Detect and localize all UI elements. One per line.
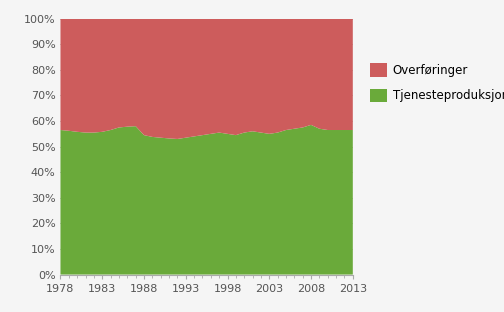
Legend: Overføringer, Tjenesteproduksjon: Overføringer, Tjenesteproduksjon (370, 63, 504, 102)
